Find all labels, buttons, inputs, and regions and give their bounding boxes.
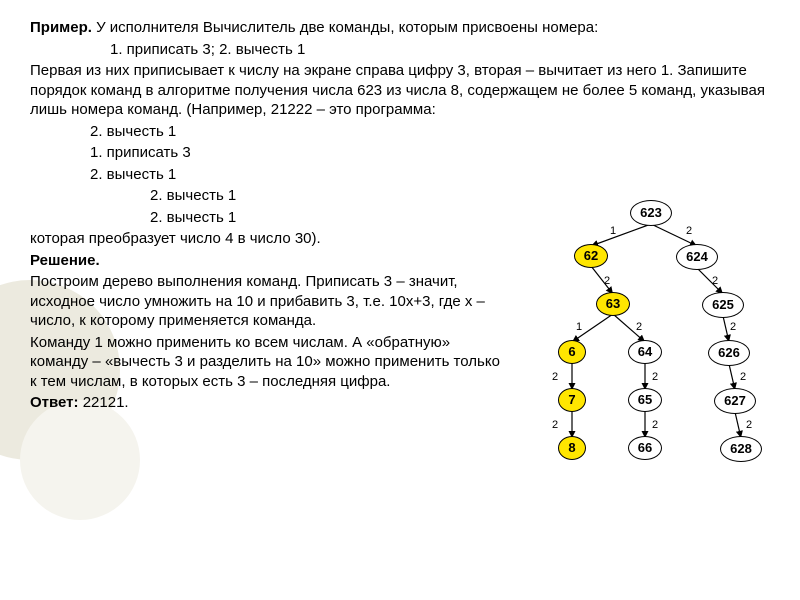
edge-label: 1	[576, 320, 582, 334]
tree-node: 628	[720, 436, 762, 462]
prog-step: 2. вычесть 1	[30, 122, 500, 142]
tree-node: 66	[628, 436, 662, 460]
tree-node: 63	[596, 292, 630, 316]
tree-node: 65	[628, 388, 662, 412]
tree-node: 625	[702, 292, 744, 318]
decorative-circle	[20, 400, 140, 520]
tree-node: 6	[558, 340, 586, 364]
edge-label: 2	[652, 418, 658, 432]
title-bold: Пример.	[30, 19, 92, 36]
tree-node: 64	[628, 340, 662, 364]
tree-node: 62	[574, 244, 608, 268]
answer-label: Ответ:	[30, 394, 79, 411]
edge-label: 2	[686, 224, 692, 238]
solution-heading: Решение.	[30, 251, 500, 271]
tree-node: 627	[714, 388, 756, 414]
tree-edges	[500, 200, 780, 540]
edge-label: 2	[730, 320, 736, 334]
tree-node: 8	[558, 436, 586, 460]
solution-tree: 623 62 624 63 625 6 64 626 7 65 627 8 66 628 1 2 2 2 1 2 2 2…	[500, 200, 780, 540]
edge-label: 2	[604, 274, 610, 288]
answer-value: 22121.	[79, 394, 129, 411]
edge-label: 2	[746, 418, 752, 432]
tree-node: 7	[558, 388, 586, 412]
solution-body: Построим дерево выполнения команд. Припи…	[30, 272, 500, 331]
desc-tail: которая преобразует число 4 в число 30).	[30, 229, 500, 249]
edge-label: 2	[636, 320, 642, 334]
prog-step: 2. вычесть 1	[30, 186, 500, 206]
tree-node: 626	[708, 340, 750, 366]
title-rest: У исполнителя Вычислитель две команды, к…	[92, 19, 598, 36]
problem-title: Пример. У исполнителя Вычислитель две ко…	[30, 18, 770, 38]
edge-label: 2	[740, 370, 746, 384]
edge-label: 2	[552, 370, 558, 384]
tree-node: 624	[676, 244, 718, 270]
commands-line: 1. приписать 3; 2. вычесть 1	[30, 40, 770, 60]
solution-body2: Команду 1 можно применить ко всем числам…	[30, 333, 500, 392]
problem-desc: Первая из них приписывает к числу на экр…	[30, 61, 770, 120]
prog-step: 2. вычесть 1	[30, 165, 500, 185]
prog-step: 2. вычесть 1	[30, 208, 500, 228]
left-column: 2. вычесть 1 1. приписать 3 2. вычесть 1…	[30, 122, 500, 415]
edge-label: 2	[712, 274, 718, 288]
tree-node: 623	[630, 200, 672, 226]
edge-label: 1	[610, 224, 616, 238]
prog-step: 1. приписать 3	[30, 143, 500, 163]
answer-line: Ответ: 22121.	[30, 393, 500, 413]
edge-label: 2	[552, 418, 558, 432]
edge-label: 2	[652, 370, 658, 384]
